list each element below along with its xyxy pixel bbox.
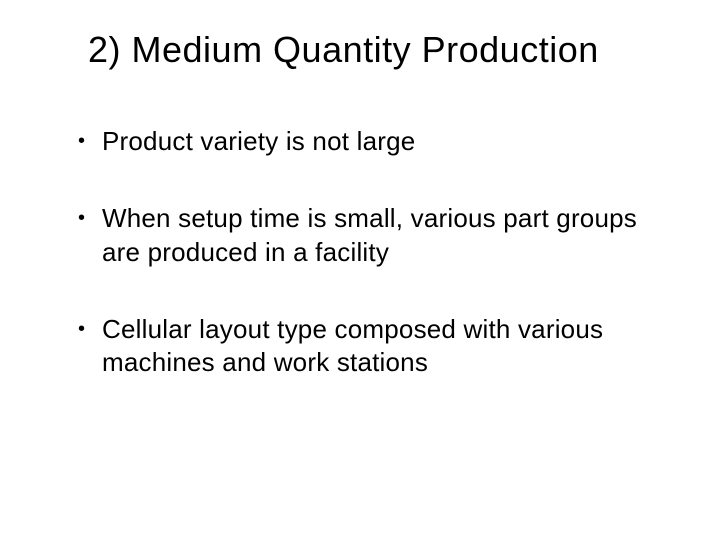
list-item: When setup time is small, various part g…: [78, 202, 680, 269]
bullet-list: Product variety is not large When setup …: [60, 125, 680, 379]
slide: 2) Medium Quantity Production Product va…: [0, 0, 720, 540]
list-item: Product variety is not large: [78, 125, 680, 158]
slide-title: 2) Medium Quantity Production: [88, 28, 680, 71]
list-item: Cellular layout type composed with vario…: [78, 313, 680, 380]
